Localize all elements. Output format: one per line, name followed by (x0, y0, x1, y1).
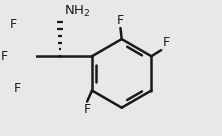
Text: F: F (117, 14, 124, 27)
Text: F: F (10, 18, 17, 30)
Text: F: F (0, 50, 8, 63)
Text: F: F (14, 82, 21, 95)
Text: NH$_2$: NH$_2$ (64, 4, 90, 19)
Text: F: F (163, 36, 170, 49)
Text: F: F (83, 103, 91, 116)
